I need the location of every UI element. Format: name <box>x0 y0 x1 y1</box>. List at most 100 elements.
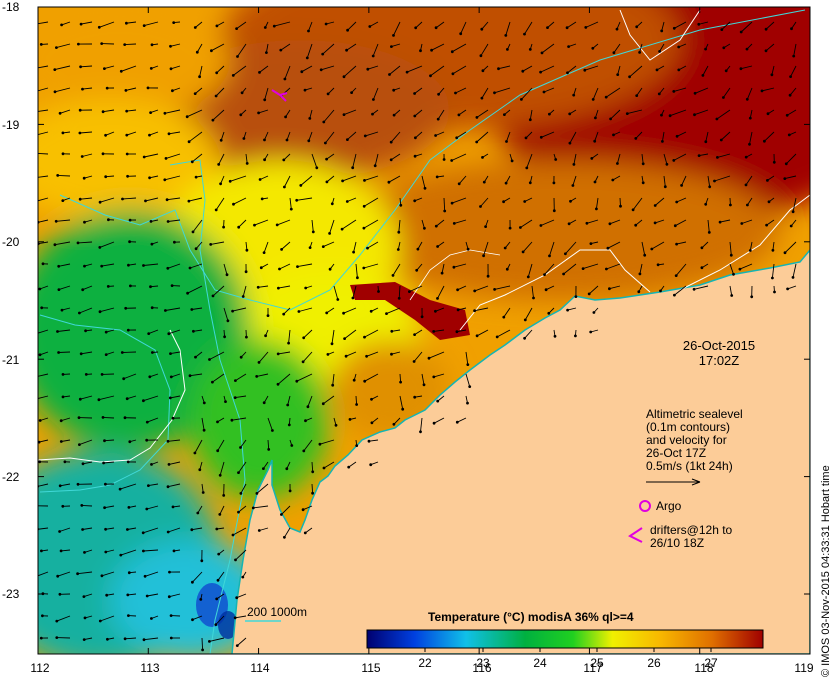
velocity-vector <box>325 131 335 144</box>
velocity-head <box>521 250 525 254</box>
velocity-vector <box>311 483 314 494</box>
velocity-head <box>98 246 102 249</box>
velocity-vector <box>480 43 489 56</box>
velocity-vector <box>311 461 314 472</box>
velocity-head <box>38 353 42 357</box>
velocity-vector <box>277 219 291 226</box>
velocity-head <box>572 93 576 97</box>
drifter-line: drifters@12h to <box>650 523 733 537</box>
velocity-head <box>259 266 263 270</box>
velocity-vector <box>420 417 423 432</box>
velocity-vector <box>365 131 379 137</box>
velocity-head <box>434 134 437 137</box>
velocity-head <box>211 294 215 298</box>
velocity-head <box>202 401 206 405</box>
velocity-head <box>628 75 631 79</box>
velocity-head <box>61 395 65 399</box>
velocity-vector <box>520 219 533 228</box>
velocity-vector <box>149 175 159 179</box>
velocity-head <box>105 593 109 597</box>
velocity-head <box>764 49 768 53</box>
velocity-vector <box>364 175 379 181</box>
velocity-head <box>390 329 394 333</box>
velocity-vector <box>529 109 533 120</box>
velocity-head <box>148 133 151 137</box>
velocity-head <box>413 114 417 118</box>
velocity-head <box>169 636 173 640</box>
velocity-vector <box>296 197 313 201</box>
velocity-head <box>228 179 232 183</box>
velocity-head <box>532 296 535 300</box>
velocity-head <box>434 309 437 313</box>
velocity-head <box>57 351 60 354</box>
velocity-head <box>100 42 104 45</box>
velocity-scale-arrow <box>646 478 701 486</box>
velocity-vector <box>526 153 533 169</box>
velocity-head <box>791 276 795 279</box>
velocity-head <box>263 98 267 102</box>
velocity-vector <box>347 21 357 31</box>
velocity-vector <box>443 197 446 212</box>
velocity-head <box>282 158 286 162</box>
velocity-vector <box>171 373 181 378</box>
velocity-vector <box>58 351 71 353</box>
velocity-head <box>539 224 543 227</box>
velocity-vector <box>189 263 203 269</box>
velocity-head <box>171 89 174 93</box>
velocity-vector <box>355 395 358 405</box>
velocity-vector <box>458 175 467 185</box>
velocity-vector <box>192 219 203 233</box>
velocity-head <box>81 87 84 91</box>
velocity-vector <box>367 241 379 249</box>
velocity-head <box>191 230 195 234</box>
velocity-head <box>58 530 61 533</box>
velocity-head <box>764 27 768 31</box>
velocity-head <box>510 159 514 163</box>
velocity-head <box>172 21 176 24</box>
velocity-head <box>185 115 189 119</box>
velocity-head <box>283 77 287 81</box>
velocity-head <box>675 134 679 138</box>
velocity-head <box>59 440 63 443</box>
velocity-head <box>142 638 146 642</box>
velocity-head <box>330 202 334 206</box>
velocity-vector <box>201 637 204 650</box>
velocity-vector <box>494 285 511 290</box>
lon-label-119: 119 <box>794 661 814 675</box>
velocity-head <box>389 140 393 144</box>
velocity-vector <box>673 87 687 92</box>
velocity-vector <box>729 285 733 296</box>
velocity-vector <box>38 571 49 577</box>
velocity-vector <box>661 21 665 32</box>
velocity-head <box>35 152 38 155</box>
velocity-head <box>171 416 175 420</box>
velocity-head <box>256 285 260 289</box>
velocity-vector <box>168 329 181 335</box>
velocity-vector <box>144 21 159 27</box>
velocity-head <box>262 401 266 405</box>
velocity-vector <box>61 21 71 26</box>
velocity-vector <box>319 439 335 445</box>
velocity-vector <box>586 219 599 224</box>
velocity-vector <box>342 175 357 182</box>
velocity-head <box>564 252 567 256</box>
velocity-head <box>641 181 645 185</box>
velocity-head <box>347 465 351 469</box>
velocity-head <box>219 182 223 186</box>
velocity-head <box>198 468 202 472</box>
velocity-head <box>194 247 198 251</box>
velocity-head <box>434 26 438 30</box>
velocity-head <box>167 595 171 599</box>
velocity-head <box>202 428 206 432</box>
velocity-vector <box>82 87 93 90</box>
velocity-head <box>253 223 256 227</box>
velocity-head <box>346 138 349 142</box>
velocity-vector <box>146 505 159 510</box>
velocity-head <box>79 22 83 26</box>
velocity-head <box>328 267 332 271</box>
velocity-vector <box>122 351 137 353</box>
velocity-vector <box>406 65 423 73</box>
velocity-head <box>100 264 104 268</box>
velocity-head <box>145 507 149 511</box>
velocity-head <box>41 614 44 618</box>
